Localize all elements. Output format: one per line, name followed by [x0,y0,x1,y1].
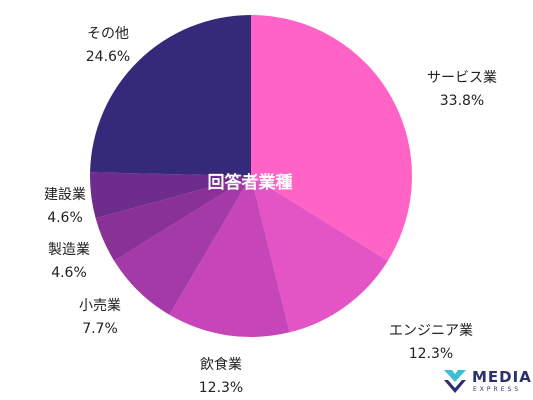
slice-category-label: サービス業 [427,70,497,86]
slice-percent-label: 12.3% [409,346,453,362]
slice-category-label: その他 [87,26,129,42]
chart-title: 回答者業種 [208,172,293,193]
pie-slice [90,14,251,176]
logo-name: MEDIA [472,368,532,386]
slice-category-label: エンジニア業 [389,323,473,339]
slice-category-label: 建設業 [44,187,86,203]
pie-slice [251,15,412,261]
logo-mark-icon [444,370,466,393]
pie-labels: サービス業 33.8% エンジニア業 12.3% 飲食業 12.3% 小売業 7.7% 製造業 4… [44,26,497,396]
slice-percent-label: 12.3% [199,380,243,396]
pie-slice [114,176,251,315]
slice-category-label: 製造業 [48,242,90,258]
slice-percent-label: 4.6% [51,265,87,281]
slice-percent-label: 24.6% [86,49,130,65]
slice-percent-label: 7.7% [82,321,118,337]
slice-category-label: 飲食業 [200,356,242,373]
pie-slice [89,172,251,219]
slice-category-label: 小売業 [79,298,121,314]
pie-slice [169,176,290,337]
slice-percent-label: 4.6% [47,210,83,226]
pie-slice [95,176,252,261]
pie-slices [89,14,412,337]
media-express-logo: MEDIA EXPRESS [442,366,532,396]
logo-subtitle: EXPRESS [473,386,522,393]
pie-slice [251,176,388,333]
slice-percent-label: 33.8% [440,93,484,109]
